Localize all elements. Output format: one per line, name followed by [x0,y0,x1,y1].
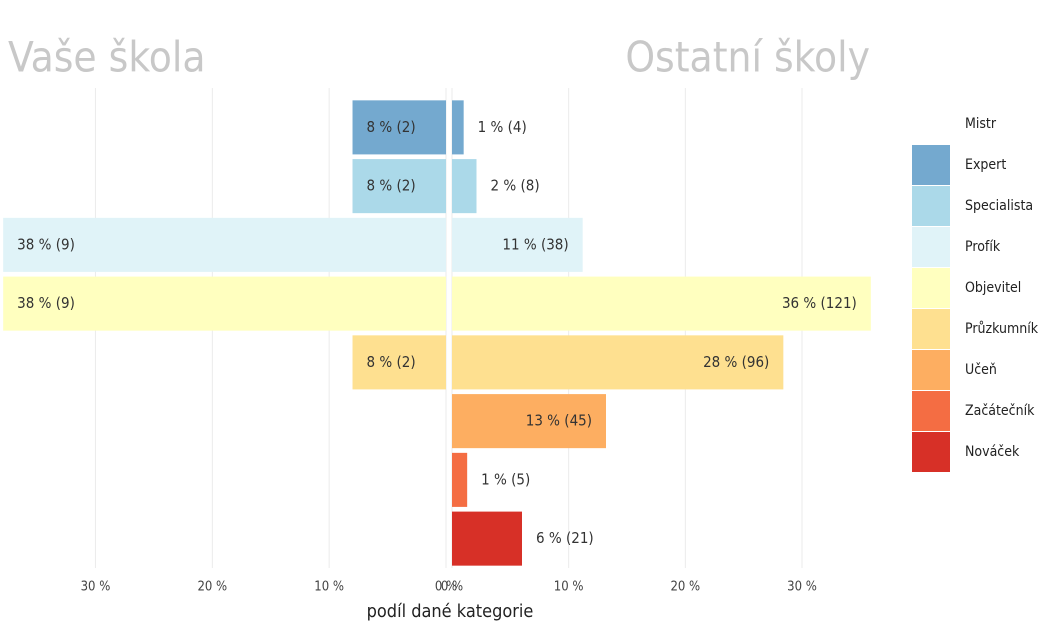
data-label: 36 % (121) [782,294,857,312]
data-label: 2 % (8) [491,177,540,195]
legend-label: Expert [965,157,1006,173]
legend-swatch [912,227,950,267]
data-label: 11 % (38) [502,235,568,253]
data-label: 6 % (21) [536,529,594,547]
legend-swatch [912,432,950,472]
data-label: 8 % (2) [367,177,416,195]
x-tick-label: 0 % [435,580,457,595]
data-label: 38 % (9) [17,235,75,253]
legend-label: Učeň [965,362,997,378]
legend-swatch [912,391,950,431]
data-label: 38 % (9) [17,294,75,312]
legend-label: Specialista [965,198,1033,214]
bar [352,100,446,155]
legend-swatch [912,268,950,308]
bar [452,159,477,214]
panel-title: Vaše škola [8,33,206,82]
data-label: 8 % (2) [367,353,416,371]
legend-label: Nováček [965,444,1020,460]
bar [452,335,784,390]
panel-title: Ostatní školy [625,33,870,82]
bar [3,276,446,331]
legend-label: Mistr [965,116,997,132]
bar [452,100,464,155]
x-tick-label: 20 % [197,580,227,595]
legend-label: Začátečník [965,403,1035,419]
data-label: 1 % (4) [478,118,527,136]
data-label: 8 % (2) [367,118,416,136]
x-tick-label: 30 % [81,580,111,595]
bar [452,276,871,331]
x-axis-title: podíl dané kategorie [367,601,534,622]
x-tick-label: 10 % [314,580,344,595]
legend-swatch [912,145,950,185]
bar [3,217,446,272]
x-tick-label: 10 % [554,580,584,595]
data-label: 13 % (45) [526,412,592,430]
bar [452,452,468,507]
bar [452,217,583,272]
legend-label: Objevitel [965,280,1021,296]
legend-swatch [912,104,950,144]
bar [352,159,446,214]
x-tick-label: 0 % [441,580,463,595]
legend-swatch [912,309,950,349]
x-tick-label: 30 % [787,580,817,595]
legend-label: Průzkumník [965,321,1039,337]
bar [452,394,606,449]
legend-swatch [912,186,950,226]
legend-label: Profík [965,239,1001,255]
bar [352,335,446,390]
x-tick-label: 20 % [670,580,700,595]
data-label: 1 % (5) [481,470,530,488]
data-label: 28 % (96) [703,353,769,371]
legend-swatch [912,350,950,390]
bar [452,511,522,566]
